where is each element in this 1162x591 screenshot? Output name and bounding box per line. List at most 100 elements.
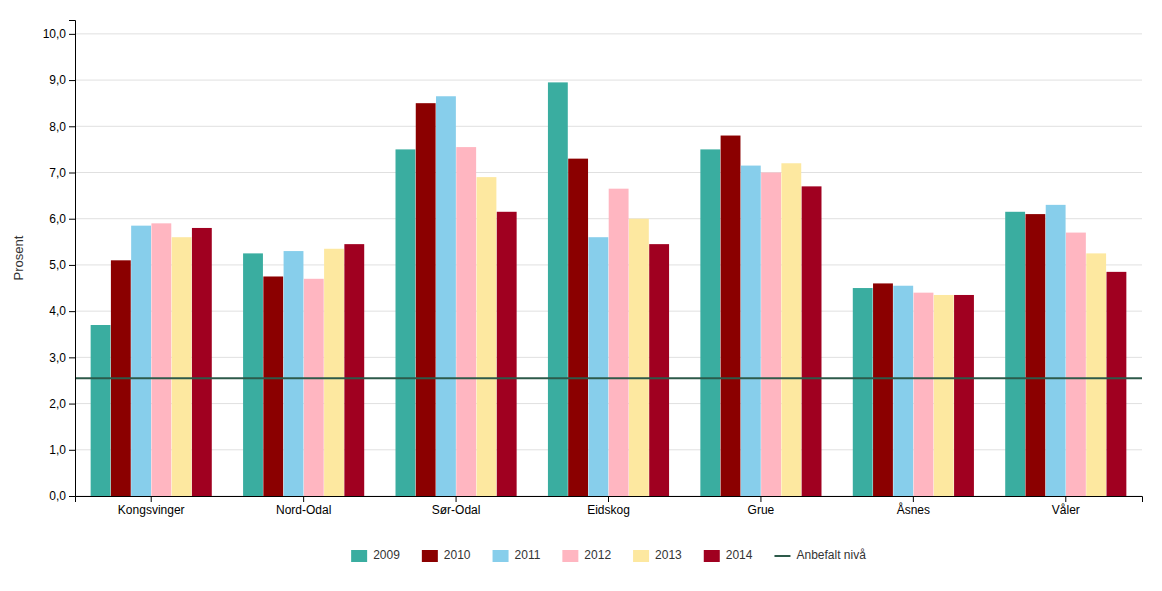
legend-swatch bbox=[422, 550, 438, 562]
bar bbox=[548, 82, 568, 496]
bar bbox=[781, 163, 801, 496]
bar bbox=[1066, 233, 1086, 496]
x-tick-mark bbox=[760, 496, 761, 502]
y-tick: 9,0 bbox=[49, 73, 75, 87]
bar-series bbox=[192, 186, 1126, 496]
bar bbox=[344, 244, 364, 496]
legend-swatch bbox=[562, 550, 578, 562]
bar bbox=[263, 276, 283, 496]
y-tick: 6,0 bbox=[49, 212, 75, 226]
y-tick: 1,0 bbox=[49, 443, 75, 457]
grid bbox=[75, 34, 1142, 496]
legend-item: 2012 bbox=[562, 548, 611, 562]
bar bbox=[853, 288, 873, 496]
chart: 0,0 1,0 2,0 3,0 4,0 5,0 6,0 7,0 8,0 9,0 10,0 Kongsv… bbox=[0, 0, 1162, 591]
legend-swatch bbox=[774, 555, 790, 557]
x-axis-line bbox=[76, 497, 1143, 503]
y-tick-label: 8,0 bbox=[49, 120, 66, 134]
y-tick-mark bbox=[69, 126, 75, 127]
y-tick-mark bbox=[69, 34, 75, 35]
bar-series bbox=[111, 103, 1045, 496]
y-tick-label: 4,0 bbox=[49, 304, 66, 318]
x-tick-label: Nord-Odal bbox=[276, 503, 331, 517]
grid-line bbox=[75, 264, 1142, 265]
y-tick-label: 1,0 bbox=[49, 443, 66, 457]
bar bbox=[243, 253, 263, 496]
grid-line bbox=[75, 172, 1142, 173]
bar bbox=[954, 295, 974, 496]
bar-series bbox=[131, 96, 1065, 496]
y-tick-mark bbox=[69, 265, 75, 266]
bar bbox=[1107, 272, 1127, 496]
legend-item: 2013 bbox=[633, 548, 682, 562]
x-tick-label: Åsnes bbox=[897, 502, 930, 517]
bar bbox=[649, 244, 669, 496]
y-tick: 2,0 bbox=[49, 397, 75, 411]
legend-label: Anbefalt nivå bbox=[796, 548, 866, 562]
reference-line bbox=[75, 377, 1142, 379]
x-tick-label: Kongsvinger bbox=[118, 503, 185, 517]
bar bbox=[1046, 205, 1066, 496]
bar bbox=[1086, 253, 1106, 496]
y-tick-mark bbox=[69, 311, 75, 312]
y-tick-mark bbox=[69, 80, 75, 81]
bar bbox=[396, 149, 416, 496]
bar bbox=[873, 283, 893, 496]
bar bbox=[456, 147, 476, 496]
bar bbox=[477, 177, 497, 496]
bar bbox=[1005, 212, 1025, 496]
bar bbox=[802, 186, 822, 496]
plot: 0,0 1,0 2,0 3,0 4,0 5,0 6,0 7,0 8,0 9,0 10,0 Kongsv… bbox=[43, 21, 1143, 517]
y-tick: 10,0 bbox=[43, 27, 75, 41]
y-tick-label: 6,0 bbox=[49, 212, 66, 226]
grid-line bbox=[75, 33, 1142, 34]
y-tick-label: 10,0 bbox=[43, 27, 67, 41]
y-tick-label: 2,0 bbox=[49, 397, 66, 411]
y-tick: 0,0 bbox=[49, 489, 75, 503]
grid-line bbox=[75, 311, 1142, 312]
y-tick-mark bbox=[69, 404, 75, 405]
bar bbox=[741, 166, 761, 496]
bar bbox=[761, 173, 781, 496]
y-tick-label: 9,0 bbox=[49, 73, 66, 87]
bar-series bbox=[151, 147, 1085, 496]
y-tick-mark bbox=[69, 496, 75, 497]
legend: 2009 2010 2011 2012 2013 2014 Anbefalt nivå bbox=[351, 548, 866, 562]
grid-line bbox=[75, 80, 1142, 81]
x-tick: Åsnes bbox=[897, 496, 930, 517]
x-tick-mark bbox=[456, 496, 457, 502]
y-axis-line bbox=[69, 21, 76, 497]
bar bbox=[324, 249, 344, 496]
legend-item: Anbefalt nivå bbox=[774, 548, 866, 562]
legend-label: 2013 bbox=[655, 548, 682, 562]
marks bbox=[75, 82, 1142, 496]
x-tick-mark bbox=[608, 496, 609, 502]
bar bbox=[609, 189, 629, 496]
legend-label: 2009 bbox=[373, 548, 400, 562]
bar bbox=[131, 226, 151, 496]
x-tick-label: Våler bbox=[1052, 503, 1080, 517]
bar bbox=[304, 279, 324, 496]
bar bbox=[629, 219, 649, 496]
x-tick: Våler bbox=[1052, 496, 1080, 517]
y-tick: 3,0 bbox=[49, 351, 75, 365]
bar bbox=[284, 251, 304, 496]
y-tick-mark bbox=[69, 173, 75, 174]
legend-swatch bbox=[633, 550, 649, 562]
y-tick: 7,0 bbox=[49, 166, 75, 180]
legend-swatch bbox=[704, 550, 720, 562]
bar bbox=[91, 325, 111, 496]
y-axis-title: Prosent bbox=[11, 235, 26, 280]
legend-label: 2010 bbox=[444, 548, 471, 562]
legend-label: 2014 bbox=[726, 548, 753, 562]
y-tick: 4,0 bbox=[49, 304, 75, 318]
grid-line bbox=[75, 449, 1142, 450]
x-axis: KongsvingerNord-OdalSør-OdalEidskogGrueÅ… bbox=[76, 496, 1143, 517]
legend-item: 2014 bbox=[704, 548, 753, 562]
legend-label: 2011 bbox=[515, 548, 541, 562]
x-tick-label: Eidskog bbox=[587, 503, 630, 517]
legend-swatch bbox=[351, 550, 367, 562]
bar bbox=[721, 136, 741, 496]
y-tick-label: 5,0 bbox=[49, 258, 66, 272]
legend-item: 2009 bbox=[351, 548, 400, 562]
